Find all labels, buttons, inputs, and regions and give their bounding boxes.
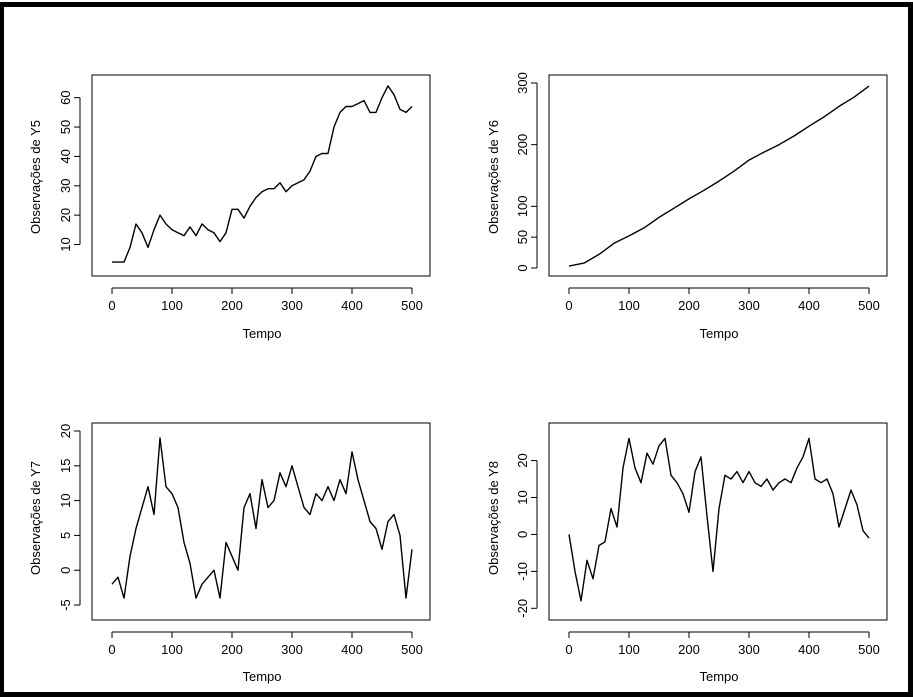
panel-y5-y-tick-label: 40 [58,149,73,163]
panel-y8-y-tick-label: 10 [515,490,530,504]
panel-y8-series-line [568,437,870,602]
panel-y5-ylabel: Observações de Y5 [28,120,43,234]
panel-y8-ylabel: Observações de Y8 [486,461,501,575]
panel-y6-xlabel: Tempo [699,326,738,341]
panel-y7-y-tick-label: 15 [58,459,73,473]
panel-y8-x-tick-label: 300 [738,642,760,657]
panel-y5-x-tick-label: 400 [341,298,363,313]
panel-y6-y-tick-label: 200 [515,134,530,156]
panel-y5: Tempo Observações de Y5 0 100 200 300 400 500… [28,74,431,341]
panel-y8-x-tick-label: 500 [858,642,880,657]
panel-y6-x-tick-label: 0 [565,298,572,313]
panel-y6-ylabel: Observações de Y6 [486,120,501,234]
panel-y8-y-tick-label: 20 [515,453,530,467]
panel-y6-series-line [568,85,870,267]
panel-y5-x-tick-label: 100 [161,298,183,313]
panel-y8-x-tick-label: 200 [678,642,700,657]
panel-y6-plot-box [548,74,888,277]
panel-y5-series-line [112,85,413,263]
panel-y5-y-tick-label: 20 [58,208,73,222]
panel-y8-x-tick-label: 400 [798,642,820,657]
panel-y6-x-tick-label: 200 [678,298,700,313]
panel-y6: Tempo Observações de Y6 0 100 200 300 400 500… [486,72,888,341]
panel-y6-x-tick-label: 100 [618,298,640,313]
panel-y5-plot-box [91,74,431,277]
panel-y7-x-tick-label: 0 [108,642,115,657]
panel-y6-x-tick-label: 400 [798,298,820,313]
panel-y7-y-tick-label: 5 [58,532,73,539]
panel-y8-y-tick-label: -10 [515,562,530,581]
panel-y7-x-tick-label: 300 [281,642,303,657]
panel-y7-ylabel: Observações de Y7 [28,461,43,575]
panel-y5-x-tick-label: 200 [221,298,243,313]
panel-y8-plot-box [548,422,888,621]
panel-y8: Tempo Observações de Y8 0 100 200 300 400 500… [486,422,888,684]
panel-y7-y-tick-label: 0 [58,567,73,574]
panel-y8-y-tick-label: -20 [515,599,530,618]
panel-y6-y-tick-label: 0 [515,264,530,271]
panel-y8-x-tick-label: 0 [565,642,572,657]
panel-y7-x-tick-label: 400 [341,642,363,657]
panel-y7-x-tick-label: 100 [161,642,183,657]
panel-y7-x-tick-label: 500 [401,642,423,657]
panel-y7-y-tick-label: -5 [58,599,73,611]
panel-y5-y-tick-label: 50 [58,120,73,134]
panel-y5-xlabel: Tempo [242,326,281,341]
panel-y5-x-tick-label: 300 [281,298,303,313]
panel-y6-x-tick-label: 500 [858,298,880,313]
panel-y7-series-line [111,437,413,599]
panel-y6-x-tick-label: 300 [738,298,760,313]
panel-y8-xlabel: Tempo [699,669,738,684]
panel-y8-x-tick-label: 100 [618,642,640,657]
panel-y5-x-tick-label: 0 [108,298,115,313]
panel-y7-xlabel: Tempo [242,669,281,684]
panel-y7: Tempo Observações de Y7 0 100 200 300 400 500… [28,422,431,684]
panel-y5-y-tick-label: 10 [58,237,73,251]
panel-y5-y-tick-label: 60 [58,90,73,104]
panel-y8-y-tick-label: 0 [515,531,530,538]
panel-y6-y-tick-label: 300 [515,72,530,94]
panel-y7-y-tick-label: 20 [58,424,73,438]
panel-y6-y-tick-label: 100 [515,195,530,217]
panel-y5-x-tick-label: 500 [401,298,423,313]
panel-y5-y-tick-label: 30 [58,179,73,193]
panel-y7-y-tick-label: 10 [58,493,73,507]
panel-y6-y-tick-label: 50 [515,230,530,244]
panel-y7-x-tick-label: 200 [221,642,243,657]
panel-y7-plot-box [91,422,431,621]
